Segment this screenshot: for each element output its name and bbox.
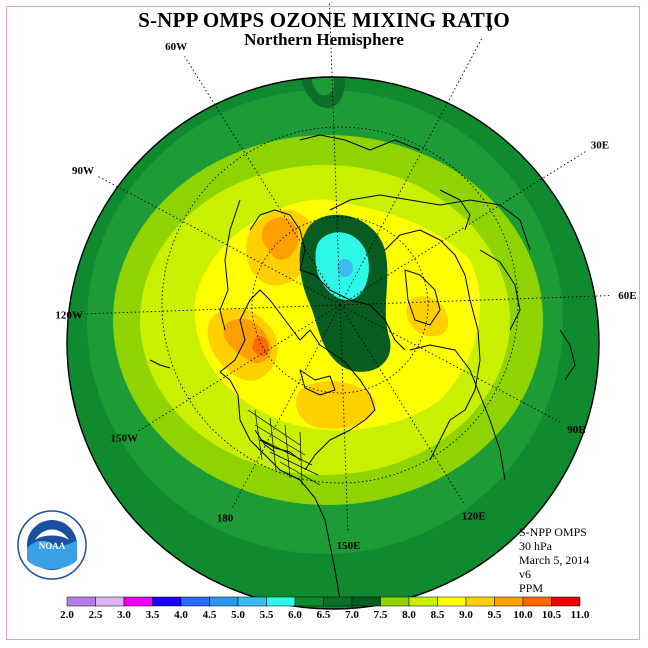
units-label: PPM — [519, 581, 544, 595]
colorbar-swatch — [522, 596, 552, 607]
colorbar-swatch — [351, 596, 381, 607]
figure-frame — [6, 6, 640, 640]
version-label: v6 — [519, 567, 531, 581]
globe-boundary — [66, 76, 600, 610]
longitude-label: 150W — [111, 433, 139, 445]
colorbar-tick-label: 2.5 — [89, 609, 103, 621]
longitude-label: 120E — [462, 510, 486, 522]
colorbar-tick-label: 4.0 — [174, 609, 188, 621]
colorbar-swatch — [408, 596, 438, 607]
colorbar-tick-label: 10.5 — [542, 609, 562, 621]
observation-date: March 5, 2014 — [519, 553, 590, 567]
graticule — [85, 1, 612, 534]
colorbar-tick-label: 5.5 — [260, 609, 274, 621]
latitude-circle-30 — [161, 126, 519, 484]
colorbar-swatch — [180, 596, 210, 607]
figure-title: S-NPP OMPS OZONE MIXING RATIO — [138, 8, 510, 32]
metadata-block: S-NPP OMPS 30 hPa March 5, 2014 v6 PPM — [519, 525, 589, 595]
colorbar-tick-label: 2.0 — [60, 609, 74, 621]
instrument-label: S-NPP OMPS — [519, 525, 587, 539]
colorbar-swatch — [494, 596, 524, 607]
colorbar-swatch — [237, 596, 267, 607]
longitude-label: 90E — [567, 424, 585, 436]
colorbar-swatch — [551, 596, 581, 607]
noaa-logo: NOAA — [17, 510, 87, 580]
meridian-60E — [339, 295, 612, 306]
longitude-labels: 90E60E30E030W60W90W120W150W180150E120E — [55, 22, 636, 552]
longitude-label: 90W — [72, 165, 94, 177]
colorbar-swatch — [437, 596, 467, 607]
pressure-level: 30 hPa — [519, 539, 552, 553]
colorbar-tick-label: 6.0 — [288, 609, 302, 621]
colorbar-tick-label: 3.5 — [146, 609, 160, 621]
colorbar-tick-label: 9.0 — [459, 609, 473, 621]
latitude-circle-60 — [251, 216, 429, 394]
longitude-label: 120W — [55, 309, 83, 321]
coastlines — [149, 134, 576, 601]
colorbar-tick-label: 11.0 — [571, 609, 590, 621]
colorbar-swatch — [152, 596, 182, 607]
colorbar: 2.0 2.5 3.0 3.5 4.0 4.5 5.0 5.5 6.0 6.5 7.0 7.5 8.0 8… — [60, 596, 590, 621]
longitude-label: 30E — [591, 140, 609, 152]
colorbar-tick-label: 10.0 — [513, 609, 533, 621]
colorbar-swatch — [209, 596, 239, 607]
colorbar-swatch — [465, 596, 495, 607]
meridian-60W — [184, 56, 341, 306]
colorbar-tick-label: 6.5 — [317, 609, 331, 621]
meridian-120W — [85, 304, 341, 315]
colorbar-tick-label: 8.0 — [402, 609, 416, 621]
colorbar-tick-label: 4.5 — [203, 609, 217, 621]
longitude-label: 60E — [618, 290, 636, 302]
colorbar-tick-label: 7.0 — [345, 609, 359, 621]
longitude-label: 150E — [337, 540, 361, 552]
meridian-30E — [339, 150, 587, 306]
colorbar-tick-label: 3.0 — [117, 609, 131, 621]
colorbar-swatch — [294, 596, 324, 607]
figure-subtitle: Northern Hemisphere — [244, 30, 404, 49]
colorbar-swatch — [66, 596, 96, 607]
meridian-90W — [96, 175, 341, 306]
colorbar-tick-label: 9.5 — [488, 609, 502, 621]
noaa-logo-text: NOAA — [39, 541, 66, 551]
longitude-label: 180 — [217, 513, 234, 525]
longitude-label: 60W — [165, 41, 187, 53]
meridian-0 — [339, 37, 483, 306]
longitude-label: 0 — [487, 22, 493, 34]
colorbar-tick-label: 8.5 — [431, 609, 445, 621]
colorbar-swatch — [123, 596, 153, 607]
meridian-30W — [328, 1, 341, 306]
colorbar-tick-label: 5.0 — [231, 609, 245, 621]
colorbar-swatch — [323, 596, 353, 607]
colorbar-swatch — [95, 596, 125, 607]
colorbar-swatch — [380, 596, 410, 607]
us-state-borders — [247, 409, 321, 486]
colorbar-swatch — [266, 596, 296, 607]
meridian-120E — [339, 304, 466, 506]
colorbar-tick-label: 7.5 — [374, 609, 388, 621]
